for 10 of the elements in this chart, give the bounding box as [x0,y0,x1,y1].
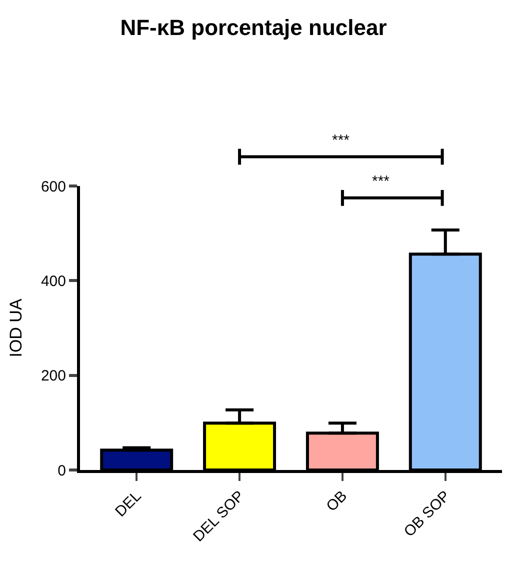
y-tick-label: 0 [58,462,66,480]
x-tick-label: DEL [112,488,145,520]
y-tick-label: 400 [40,272,66,290]
annotation: *** [372,173,390,190]
text: *** [332,132,350,149]
y-tick-label: 200 [40,368,66,385]
x-tick-label: OB [323,488,351,515]
y-tick-label: 600 [40,178,66,196]
chart-title: NF-κB porcentaje nuclear [120,15,388,40]
y-axis-title: IOD UA [6,298,26,358]
